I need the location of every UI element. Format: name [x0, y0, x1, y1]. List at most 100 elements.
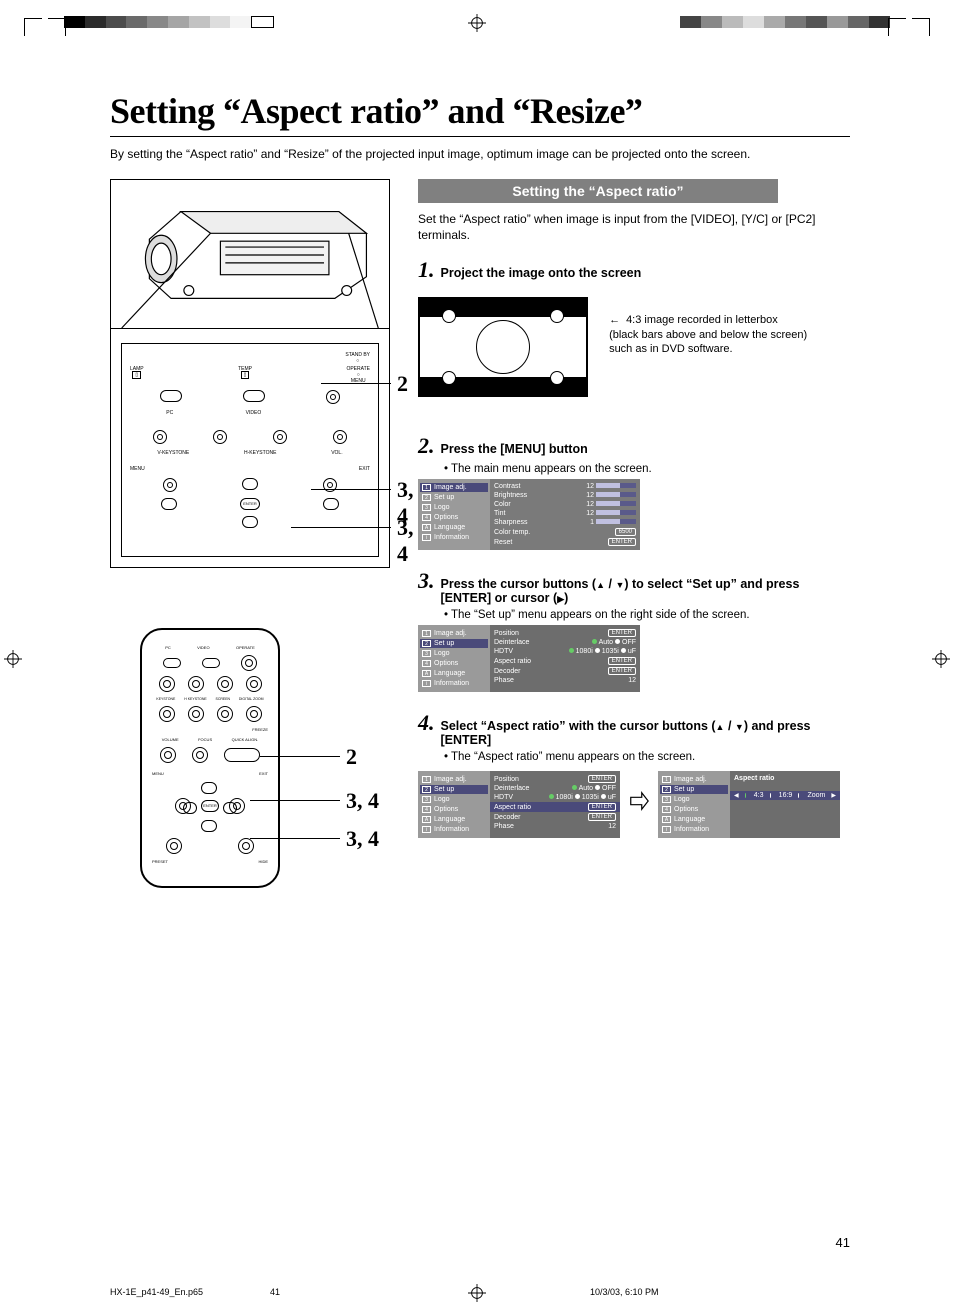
step-title-text: Select “Aspect ratio” with the cursor bu… — [441, 719, 716, 733]
osd-val: 12 — [586, 510, 594, 517]
osd-item: Options — [434, 514, 458, 521]
osd-key: Position — [494, 776, 519, 783]
remote-label: KEYSTONE — [156, 697, 175, 701]
crop-mark — [888, 18, 906, 36]
osd-item: Set up — [434, 494, 454, 501]
osd-key: Phase — [494, 677, 514, 684]
remote-label: H KEYSTONE — [184, 697, 207, 701]
osd-item: Information — [434, 826, 469, 833]
note-text: 4:3 image recorded in letterbox (black b… — [609, 314, 807, 355]
step-bullet: The main menu appears on the screen. — [444, 463, 850, 475]
crop-mark — [24, 18, 42, 36]
osd-item: Options — [674, 806, 698, 813]
osd-item: Logo — [434, 650, 450, 657]
osd-opt: OFF — [602, 785, 616, 792]
osd-opt: 1080i — [576, 648, 593, 655]
osd-opt: 1080i — [556, 794, 573, 801]
leader-number: 2 — [346, 744, 357, 770]
registration-target-left — [4, 650, 22, 671]
hk-button — [213, 430, 227, 444]
vol-button — [333, 430, 347, 444]
arrow-left-icon: ← — [609, 313, 620, 327]
osd-opt: uF — [608, 794, 616, 801]
page-number: 41 — [836, 1235, 850, 1250]
page-title: Setting “Aspect ratio” and “Resize” — [110, 90, 850, 137]
step-number: 4. — [418, 710, 435, 736]
letterbox-diagram — [418, 297, 588, 397]
osd-item: Language — [434, 816, 465, 823]
panel-label: PC — [166, 410, 173, 416]
osd-tag: 6500 — [615, 528, 636, 536]
down-triangle-icon: ▼ — [735, 722, 744, 732]
section-intro: Set the “Aspect ratio” when image is inp… — [418, 211, 850, 243]
remote-label: EXIT — [259, 771, 268, 776]
step-number: 2. — [418, 433, 435, 459]
panel-label: VIDEO — [246, 410, 262, 416]
remote-label: OPERATE — [236, 645, 255, 650]
osd-val: 12 — [586, 501, 594, 508]
osd-opt: 16:9 — [779, 792, 793, 799]
panel-label: V-KEYSTONE — [157, 450, 189, 456]
osd-tag: ENTER — [608, 657, 636, 665]
osd-key: Aspect ratio — [494, 804, 531, 811]
up-triangle-icon: ▲ — [716, 722, 725, 732]
projector-illustration — [110, 179, 390, 329]
remote-button — [246, 676, 262, 692]
remote-button — [159, 706, 175, 722]
pc-button — [160, 390, 182, 402]
step-bullet: The “Set up” menu appears on the right s… — [444, 609, 850, 621]
osd-key: Deinterlace — [494, 785, 529, 792]
osd-key: Decoder — [494, 814, 520, 821]
osd-key: Contrast — [494, 483, 520, 490]
remote-button — [224, 748, 260, 762]
remote-label: HIDE — [258, 859, 268, 864]
footer-timestamp: 10/3/03, 6:10 PM — [590, 1287, 659, 1297]
osd-tag: ENTER — [608, 629, 636, 637]
video-button — [243, 390, 265, 402]
osd-opt: Auto — [579, 785, 593, 792]
remote-button — [183, 802, 197, 814]
osd-key: Color temp. — [494, 529, 530, 536]
osd-item: Image adj. — [434, 484, 467, 491]
remote-label: QUICK ALIGN. — [232, 737, 259, 742]
osd-opt: 1035i — [582, 794, 599, 801]
osd-val: 1 — [590, 519, 594, 526]
osd-item: Information — [674, 826, 709, 833]
remote-button — [166, 838, 182, 854]
step-1: 1. Project the image onto the screen ←4:… — [418, 257, 850, 403]
remote-button — [217, 676, 233, 692]
osd-key: Deinterlace — [494, 639, 529, 646]
section-header: Setting the “Aspect ratio” — [418, 179, 778, 203]
osd-item: Logo — [674, 796, 690, 803]
osd-item: Image adj. — [434, 776, 467, 783]
osd-item: Language — [434, 670, 465, 677]
menu-button — [163, 478, 177, 492]
remote-label: PC — [165, 645, 171, 650]
osd-tag: ENTER — [588, 813, 616, 821]
leader-number: 3, 4 — [397, 515, 414, 567]
osd-key: HDTV — [494, 648, 513, 655]
crop-mark — [48, 18, 66, 36]
osd-item: Logo — [434, 504, 450, 511]
step-title: Project the image onto the screen — [441, 266, 642, 280]
remote-label: FOCUS — [198, 737, 212, 742]
step-title: Select “Aspect ratio” with the cursor bu… — [441, 719, 851, 747]
remote-diagram: PCVIDEOOPERATE KEYSTONEH KEYSTONESCREEND… — [110, 628, 390, 888]
vol-button — [273, 430, 287, 444]
remote-label: SCREEN — [215, 697, 230, 701]
panel-label: EXIT — [359, 466, 370, 472]
osd-val: 12 — [586, 492, 594, 499]
osd-item: Language — [674, 816, 705, 823]
letterbox-note: ←4:3 image recorded in letterbox (black … — [609, 313, 809, 356]
osd-key: Tint — [494, 510, 505, 517]
osd-val: 12 — [628, 677, 636, 684]
panel-label: VOL. — [331, 450, 342, 456]
osd-key: Decoder — [494, 668, 520, 675]
registration-top — [0, 6, 954, 30]
remote-button — [238, 838, 254, 854]
right-column: Setting the “Aspect ratio” Set the “Aspe… — [418, 179, 850, 888]
intro-text: By setting the “Aspect ratio” and “Resiz… — [110, 147, 850, 161]
remote-button — [246, 706, 262, 722]
osd-item: Language — [434, 524, 465, 531]
step-title-text: ) — [564, 591, 568, 605]
